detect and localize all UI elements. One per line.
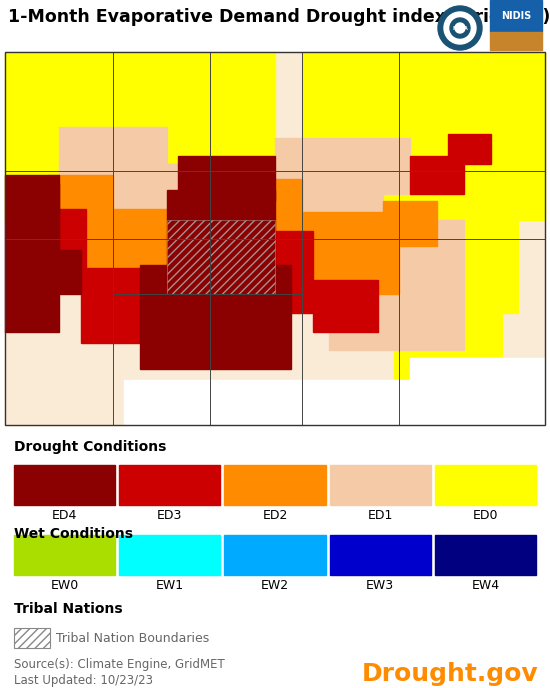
- Bar: [313, 279, 378, 332]
- Bar: [275, 138, 410, 194]
- Bar: [167, 190, 275, 294]
- Bar: [437, 145, 518, 220]
- Bar: [119, 535, 221, 575]
- Text: ED2: ED2: [262, 509, 288, 522]
- Text: EW1: EW1: [156, 579, 184, 592]
- Circle shape: [455, 23, 465, 33]
- Bar: [32, 208, 86, 276]
- Bar: [490, 32, 542, 50]
- Text: 1-Month Evaporative Demand Drought index (GridMET): 1-Month Evaporative Demand Drought index…: [8, 8, 550, 26]
- Bar: [410, 156, 464, 194]
- Bar: [435, 535, 536, 575]
- Text: NOAA: NOAA: [452, 27, 468, 32]
- Text: EW4: EW4: [471, 579, 499, 592]
- Bar: [224, 465, 326, 505]
- Bar: [490, 0, 542, 32]
- Bar: [329, 535, 431, 575]
- Bar: [14, 535, 115, 575]
- Bar: [140, 265, 291, 369]
- Bar: [59, 127, 167, 182]
- Bar: [356, 201, 518, 313]
- Bar: [5, 52, 545, 425]
- Circle shape: [444, 12, 476, 44]
- Text: ED3: ED3: [157, 509, 183, 522]
- Text: NIDIS: NIDIS: [501, 11, 531, 21]
- Bar: [5, 52, 545, 425]
- Bar: [16, 182, 59, 257]
- Text: Drought.gov: Drought.gov: [361, 662, 538, 686]
- Text: Tribal Nation Boundaries: Tribal Nation Boundaries: [56, 632, 209, 645]
- Bar: [329, 465, 431, 505]
- Bar: [14, 465, 115, 505]
- Bar: [5, 175, 59, 332]
- Bar: [383, 201, 437, 246]
- Text: ED1: ED1: [367, 509, 393, 522]
- Bar: [302, 52, 545, 220]
- Bar: [135, 402, 232, 425]
- Bar: [37, 250, 81, 294]
- Text: Drought Conditions: Drought Conditions: [14, 440, 166, 454]
- Bar: [167, 52, 275, 164]
- Text: EW2: EW2: [261, 579, 289, 592]
- Text: EW0: EW0: [51, 579, 79, 592]
- Bar: [224, 535, 326, 575]
- Bar: [167, 164, 383, 276]
- Bar: [435, 465, 536, 505]
- Bar: [14, 628, 50, 648]
- Bar: [194, 179, 302, 246]
- Bar: [394, 294, 502, 388]
- Text: ED0: ED0: [472, 509, 498, 522]
- Bar: [302, 213, 399, 294]
- Bar: [448, 134, 491, 164]
- Bar: [329, 220, 464, 350]
- Bar: [59, 164, 356, 239]
- Text: EW3: EW3: [366, 579, 394, 592]
- Circle shape: [450, 18, 470, 38]
- Bar: [48, 175, 113, 220]
- Bar: [0, 48, 550, 430]
- Bar: [5, 52, 167, 220]
- Bar: [124, 380, 421, 425]
- Text: Wet Conditions: Wet Conditions: [14, 527, 133, 541]
- Bar: [81, 268, 216, 343]
- Bar: [167, 220, 275, 294]
- Text: Source(s): Climate Engine, GridMET: Source(s): Climate Engine, GridMET: [14, 658, 225, 671]
- Bar: [183, 224, 264, 268]
- Text: ED4: ED4: [52, 509, 78, 522]
- Text: Last Updated: 10/23/23: Last Updated: 10/23/23: [14, 674, 153, 687]
- Circle shape: [438, 6, 482, 50]
- Bar: [119, 465, 221, 505]
- Text: Tribal Nations: Tribal Nations: [14, 602, 123, 616]
- Bar: [410, 358, 545, 425]
- Bar: [70, 208, 259, 283]
- Bar: [194, 231, 313, 313]
- Bar: [178, 156, 275, 201]
